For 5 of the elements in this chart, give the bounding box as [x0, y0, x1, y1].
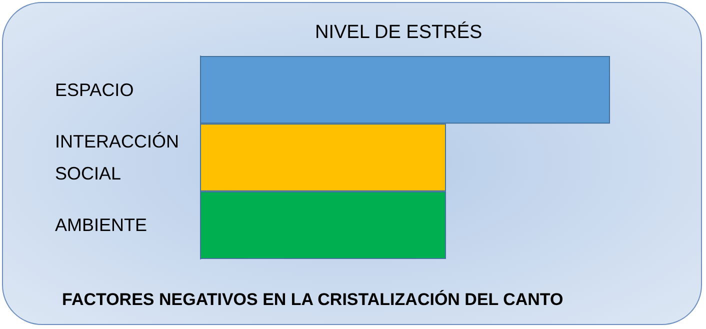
y-tick-label: ESPACIO	[55, 80, 134, 100]
y-tick-label: INTERACCIÓN SOCIAL	[55, 132, 184, 184]
y-tick-label: AMBIENTE	[55, 215, 148, 236]
text: FACTORES NEGATIVOS EN LA CRISTALIZACIÓN DEL CANTO	[62, 289, 564, 309]
x-axis-title: NIVEL DE ESTRÉS	[315, 21, 482, 43]
